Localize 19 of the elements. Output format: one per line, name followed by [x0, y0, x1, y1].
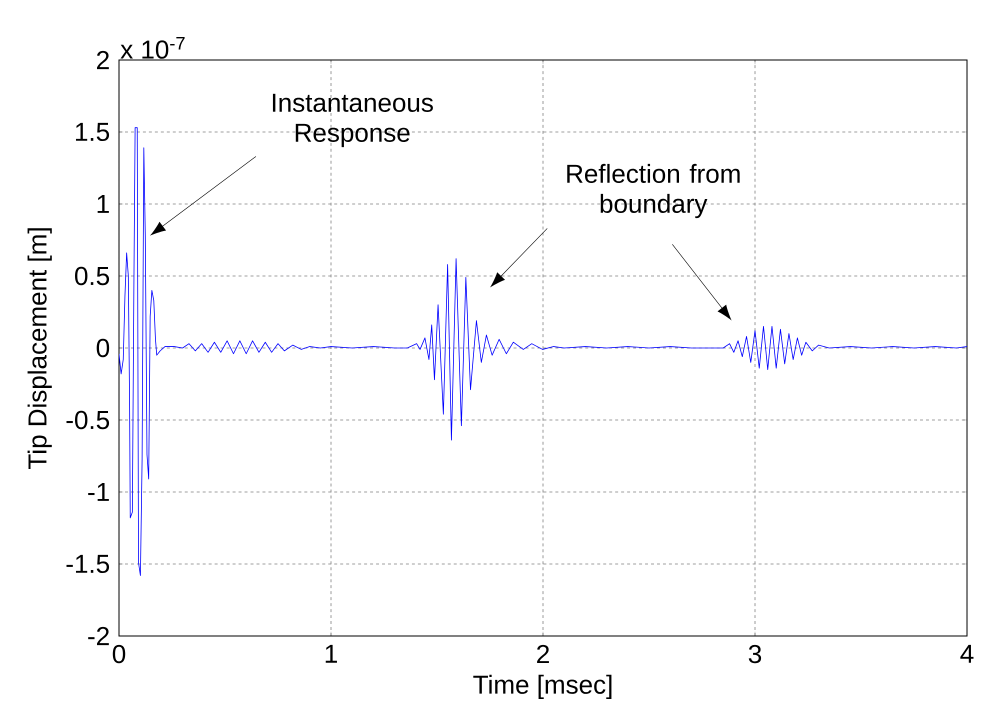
x-tick-label: 2	[537, 644, 549, 664]
x-tick-label: 0	[112, 644, 126, 664]
y-tick-label: -1.5	[66, 554, 110, 574]
text: x 10$^{-7}$	[120, 37, 185, 59]
x-axis-title: Time [msec]	[473, 674, 612, 700]
y-tick-label: 0	[96, 338, 110, 358]
y-tick-label: 0.5	[75, 266, 110, 286]
y-tick-label: 1	[98, 195, 109, 213]
x-tick-label: 3	[748, 644, 762, 664]
y-axis-title: Tip Displacement [m]	[28, 228, 52, 470]
y-tick-label: 1.5	[76, 122, 110, 142]
y-tick-label: -0.5	[66, 410, 110, 430]
x-tick-label: 4	[960, 644, 974, 663]
y-tick-label: -2	[88, 626, 109, 646]
x-tick-label: 1	[326, 644, 337, 663]
y-tick-label: 2	[96, 50, 109, 70]
y-tick-label: -1	[88, 483, 109, 501]
annotation: Instantaneous Response	[272, 94, 433, 148]
annotation: Reflection from boundary	[567, 164, 740, 218]
